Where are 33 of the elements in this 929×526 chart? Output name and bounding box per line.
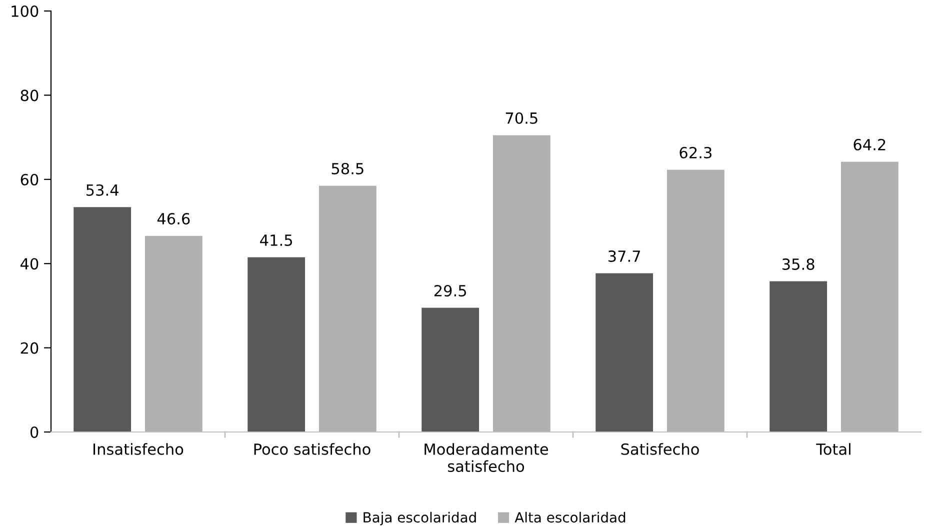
bar (144, 236, 202, 432)
data-label: 41.5 (260, 234, 292, 246)
y-tick-label: 100 (12, 5, 38, 18)
data-label: 58.5 (332, 162, 364, 174)
x-tick-label: Poco satisfecho (254, 443, 370, 455)
data-label: 37.7 (608, 250, 640, 262)
bar (596, 273, 654, 432)
data-label: 70.5 (506, 112, 538, 124)
data-label: 53.4 (86, 184, 118, 196)
y-tick-label: 0 (30, 426, 38, 438)
bar (770, 281, 828, 432)
data-label: 62.3 (680, 146, 712, 158)
x-tick-label: Insatisfecho (94, 443, 184, 455)
bar (248, 257, 306, 432)
y-tick-label: 40 (20, 258, 38, 270)
x-tick-label: Moderadamente satisfecho (424, 443, 548, 472)
legend-label: Baja escolaridad (364, 512, 476, 526)
y-tick-label: 60 (20, 174, 38, 186)
bar (840, 162, 898, 432)
bar (492, 135, 550, 432)
data-label: 29.5 (434, 284, 466, 297)
y-tick-label: 80 (20, 90, 38, 102)
x-tick-label: Satisfecho (621, 443, 699, 455)
bar (318, 186, 376, 432)
y-tick-label: 20 (20, 342, 38, 354)
bar (666, 170, 724, 432)
bar (422, 308, 480, 432)
legend-label: Alta escolaridad (514, 512, 626, 523)
data-label: 64.2 (854, 138, 886, 150)
data-label: 35.8 (782, 258, 814, 270)
bar (74, 207, 132, 432)
x-tick-label: Total (816, 443, 850, 455)
data-label: 46.6 (157, 212, 190, 225)
